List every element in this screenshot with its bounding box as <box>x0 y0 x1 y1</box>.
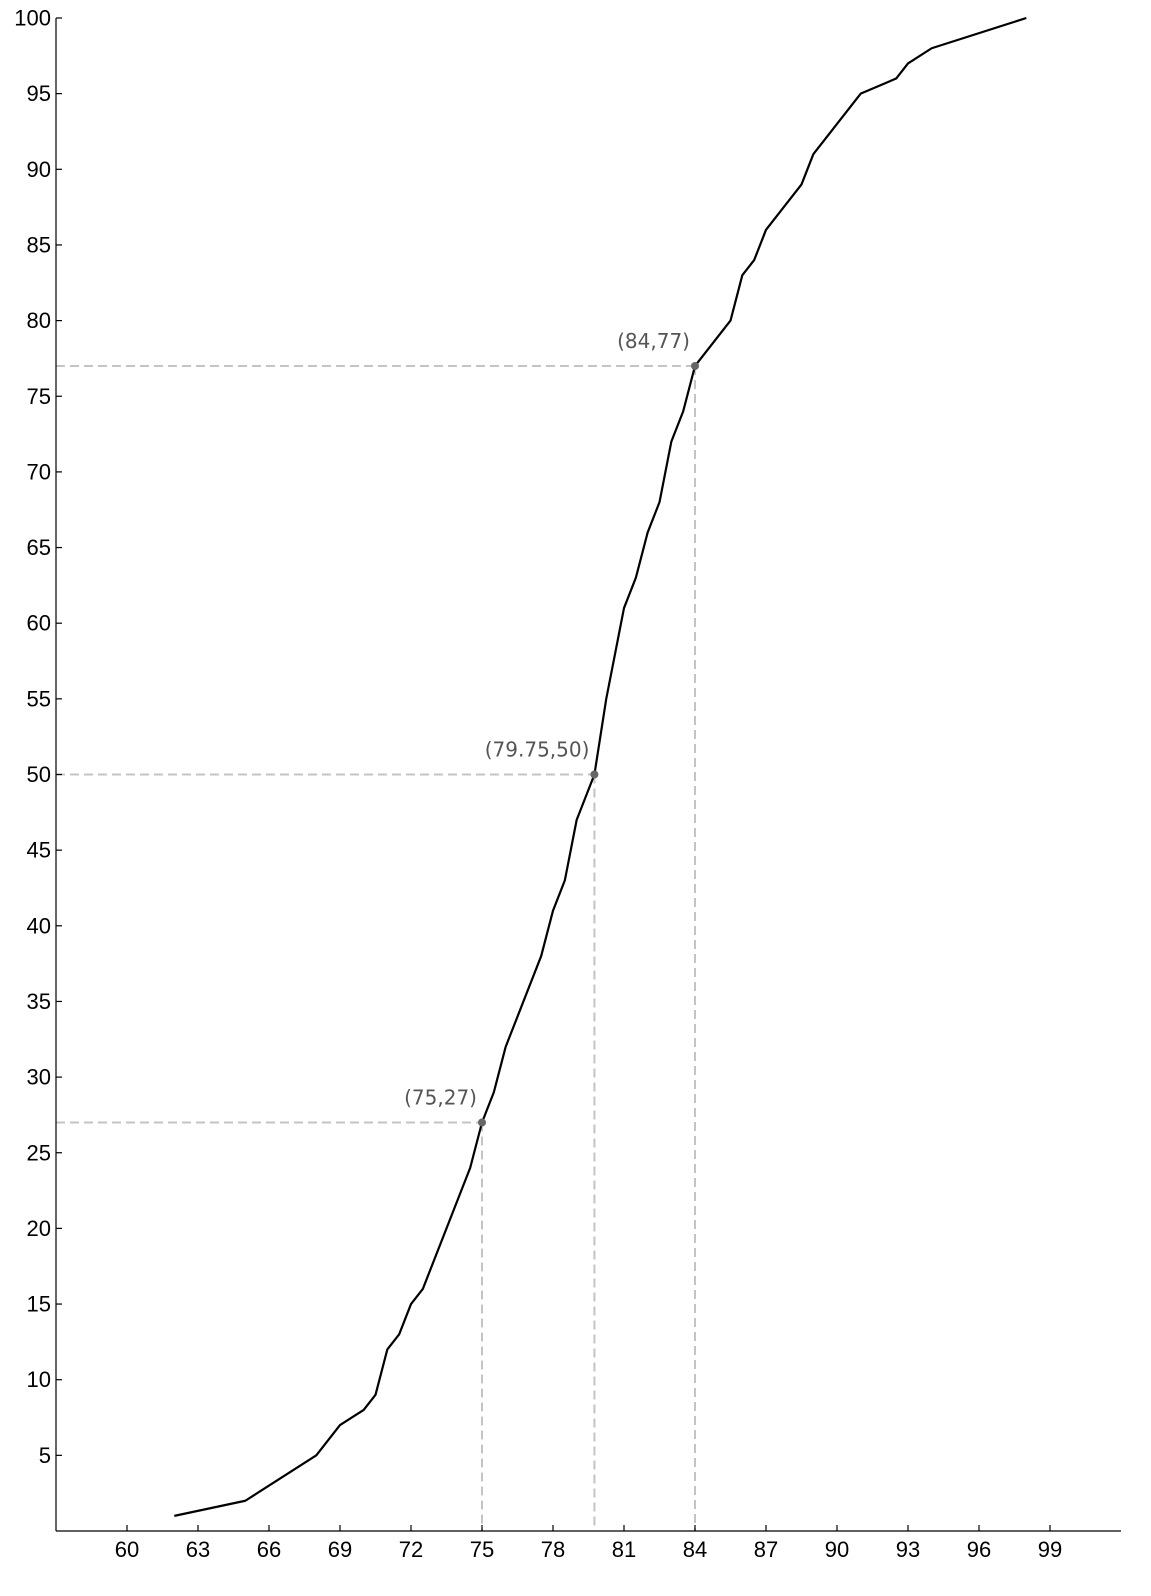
x-tick-label: 99 <box>1038 1537 1062 1562</box>
x-tick-label: 93 <box>896 1537 920 1562</box>
x-tick-label: 84 <box>683 1537 707 1562</box>
y-tick-label: 10 <box>27 1367 51 1392</box>
x-tick-label: 96 <box>967 1537 991 1562</box>
y-tick-label: 85 <box>27 232 51 257</box>
y-tick-label: 60 <box>27 611 51 636</box>
x-ticks: 60 63 66 69 72 75 78 81 84 87 90 93 96 99 <box>115 1525 1062 1562</box>
annotations: (75,27) (79.75,50) (84,77) <box>404 329 699 1127</box>
x-tick-label: 60 <box>115 1537 139 1562</box>
guide-lines <box>56 364 696 1531</box>
y-tick-label: 30 <box>27 1065 51 1090</box>
annotation-point <box>590 770 599 779</box>
y-tick-label: 75 <box>27 384 51 409</box>
y-tick-label: 55 <box>27 686 51 711</box>
y-tick-label: 95 <box>27 81 51 106</box>
series-line <box>174 16 1027 1517</box>
y-tick-label: 20 <box>27 1216 51 1241</box>
x-tick-label: 63 <box>186 1537 210 1562</box>
x-tick-label: 81 <box>612 1537 636 1562</box>
x-tick-label: 87 <box>754 1537 778 1562</box>
y-tick-label: 50 <box>27 762 51 787</box>
x-tick-label: 78 <box>541 1537 565 1562</box>
y-tick-label: 90 <box>27 157 51 182</box>
y-tick-label: 70 <box>27 459 51 484</box>
y-tick-label: 100 <box>14 6 51 31</box>
x-tick-label: 90 <box>825 1537 849 1562</box>
annotation-label: (75,27) <box>404 1085 477 1109</box>
annotation-label: (84,77) <box>617 329 690 353</box>
x-tick-label: 75 <box>470 1537 494 1562</box>
data-series <box>174 16 1027 1517</box>
y-ticks: 5 10 15 20 25 30 35 40 45 50 55 60 65 70 75 80 85 90 95 100 <box>14 6 62 1468</box>
y-tick-label: 40 <box>27 913 51 938</box>
annotation-label: (79.75,50) <box>485 738 590 762</box>
y-tick-label: 35 <box>27 989 51 1014</box>
x-tick-label: 69 <box>328 1537 352 1562</box>
y-tick-label: 45 <box>27 838 51 863</box>
x-tick-label: 66 <box>257 1537 281 1562</box>
annotation-point <box>478 1118 486 1127</box>
annotation-point <box>691 361 699 370</box>
y-tick-label: 80 <box>27 308 51 333</box>
y-tick-label: 15 <box>27 1292 51 1317</box>
y-tick-label: 5 <box>39 1443 51 1468</box>
y-tick-label: 65 <box>27 535 51 560</box>
y-tick-label: 25 <box>27 1140 51 1165</box>
x-tick-label: 72 <box>399 1537 423 1562</box>
